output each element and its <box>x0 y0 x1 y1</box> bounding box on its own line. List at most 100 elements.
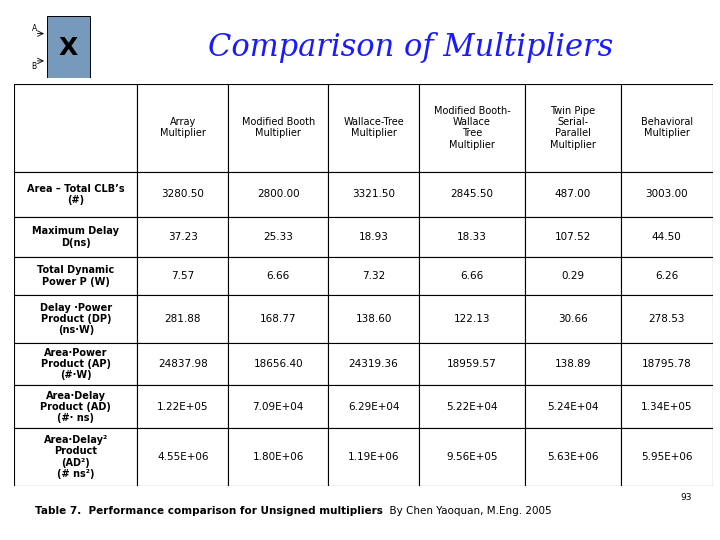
Bar <box>228 295 328 343</box>
Bar <box>228 172 328 217</box>
Bar <box>14 428 138 486</box>
Bar <box>621 257 713 295</box>
Text: 0.29: 0.29 <box>562 271 585 281</box>
Text: Wallace-Tree
Multiplier: Wallace-Tree Multiplier <box>343 117 404 138</box>
Text: 93: 93 <box>680 492 692 502</box>
Bar <box>328 172 419 217</box>
Bar <box>525 386 621 428</box>
Text: 37.23: 37.23 <box>168 232 198 242</box>
Text: 6.66: 6.66 <box>266 271 290 281</box>
Bar <box>14 84 138 172</box>
Bar <box>138 84 228 172</box>
Text: 5.22E+04: 5.22E+04 <box>446 402 498 412</box>
Text: Behavioral
Multiplier: Behavioral Multiplier <box>641 117 693 138</box>
Bar <box>328 217 419 257</box>
Bar <box>621 84 713 172</box>
Bar <box>621 428 713 486</box>
Bar <box>621 295 713 343</box>
Text: Modified Booth-
Wallace
Tree
Multiplier: Modified Booth- Wallace Tree Multiplier <box>433 106 510 150</box>
Text: Array
Multiplier: Array Multiplier <box>160 117 206 138</box>
Bar <box>328 343 419 386</box>
Text: 18959.57: 18959.57 <box>447 359 497 369</box>
Text: 24319.36: 24319.36 <box>348 359 398 369</box>
Bar <box>419 172 525 217</box>
Bar <box>621 217 713 257</box>
Bar <box>14 257 138 295</box>
Bar <box>328 84 419 172</box>
Text: 18.33: 18.33 <box>457 232 487 242</box>
Bar <box>47 16 90 78</box>
Bar <box>419 343 525 386</box>
Text: 487.00: 487.00 <box>554 190 591 199</box>
Text: 1.22E+05: 1.22E+05 <box>157 402 209 412</box>
Bar <box>328 428 419 486</box>
Bar <box>14 172 138 217</box>
Bar <box>14 217 138 257</box>
Text: 7.57: 7.57 <box>171 271 194 281</box>
Bar <box>228 84 328 172</box>
Bar <box>419 84 525 172</box>
Bar <box>525 172 621 217</box>
Text: 18656.40: 18656.40 <box>253 359 303 369</box>
Text: X: X <box>59 37 78 60</box>
Bar <box>419 428 525 486</box>
Text: 5.63E+06: 5.63E+06 <box>547 452 598 462</box>
Bar <box>228 343 328 386</box>
Text: 30.66: 30.66 <box>558 314 588 324</box>
Text: Comparison of Multipliers: Comparison of Multipliers <box>208 32 613 63</box>
Text: 25.33: 25.33 <box>264 232 293 242</box>
Bar <box>328 386 419 428</box>
Text: 1.80E+06: 1.80E+06 <box>253 452 304 462</box>
Text: Area – Total CLB’s
(#): Area – Total CLB’s (#) <box>27 184 125 205</box>
Text: 4.55E+06: 4.55E+06 <box>157 452 209 462</box>
Text: A: A <box>32 24 37 32</box>
Bar <box>525 343 621 386</box>
Bar <box>138 428 228 486</box>
Bar <box>621 343 713 386</box>
Bar <box>419 257 525 295</box>
Text: Area·Delay²
Product
(AD²)
(# ns²): Area·Delay² Product (AD²) (# ns²) <box>44 435 108 479</box>
Text: 7.32: 7.32 <box>362 271 385 281</box>
Text: 3003.00: 3003.00 <box>645 190 688 199</box>
Bar <box>138 217 228 257</box>
Text: 278.53: 278.53 <box>649 314 685 324</box>
Text: 168.77: 168.77 <box>260 314 297 324</box>
Bar <box>228 386 328 428</box>
Bar <box>138 386 228 428</box>
Bar <box>419 295 525 343</box>
Bar <box>138 172 228 217</box>
Text: By Chen Yaoquan, M.Eng. 2005: By Chen Yaoquan, M.Eng. 2005 <box>383 505 552 516</box>
Text: 6.29E+04: 6.29E+04 <box>348 402 400 412</box>
Text: Maximum Delay
D(ns): Maximum Delay D(ns) <box>32 226 120 248</box>
Text: Total Dynamic
Power P (W): Total Dynamic Power P (W) <box>37 266 114 287</box>
Text: 5.24E+04: 5.24E+04 <box>547 402 598 412</box>
Bar <box>228 217 328 257</box>
Text: Twin Pipe
Serial-
Parallel
Multiplier: Twin Pipe Serial- Parallel Multiplier <box>550 106 595 150</box>
Text: Delay ·Power
Product (DP)
(ns·W): Delay ·Power Product (DP) (ns·W) <box>40 302 112 335</box>
Bar <box>525 428 621 486</box>
Text: 6.66: 6.66 <box>460 271 484 281</box>
Bar <box>525 257 621 295</box>
Text: 24837.98: 24837.98 <box>158 359 208 369</box>
Bar <box>14 343 138 386</box>
Bar <box>138 257 228 295</box>
Text: 44.50: 44.50 <box>652 232 682 242</box>
Text: Table 7.  Performance comparison for Unsigned multipliers: Table 7. Performance comparison for Unsi… <box>35 505 383 516</box>
Bar <box>328 295 419 343</box>
Bar <box>419 386 525 428</box>
Bar <box>228 257 328 295</box>
Bar <box>525 295 621 343</box>
Bar <box>621 172 713 217</box>
Bar <box>525 217 621 257</box>
Bar <box>621 386 713 428</box>
Text: Modified Booth
Multiplier: Modified Booth Multiplier <box>242 117 315 138</box>
Bar <box>419 217 525 257</box>
Bar <box>14 386 138 428</box>
Bar <box>525 84 621 172</box>
Text: 9.56E+05: 9.56E+05 <box>446 452 498 462</box>
Text: 138.60: 138.60 <box>356 314 392 324</box>
Bar <box>138 343 228 386</box>
Text: 3280.50: 3280.50 <box>161 190 204 199</box>
Text: 1.19E+06: 1.19E+06 <box>348 452 400 462</box>
Text: Area·Power
Product (AP)
(#·W): Area·Power Product (AP) (#·W) <box>41 348 111 380</box>
